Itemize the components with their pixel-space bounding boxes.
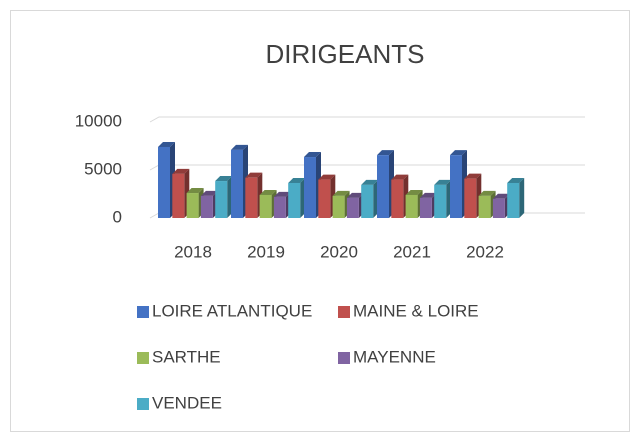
bar-front bbox=[405, 194, 418, 218]
bar-top bbox=[215, 176, 233, 182]
bar bbox=[434, 179, 452, 218]
bar-top bbox=[464, 173, 482, 179]
y-tick-label: 0 bbox=[113, 207, 122, 226]
bar-top bbox=[304, 152, 321, 158]
bar-top bbox=[405, 189, 423, 195]
bar-top bbox=[186, 188, 204, 194]
x-tick-label: 2019 bbox=[247, 242, 285, 261]
bar-top bbox=[492, 193, 510, 199]
legend-swatch bbox=[338, 352, 350, 364]
bar-front bbox=[450, 155, 462, 218]
bar-front bbox=[492, 198, 505, 218]
bar-front bbox=[419, 197, 432, 218]
bar-top bbox=[361, 179, 379, 185]
bar-front bbox=[478, 195, 491, 218]
bar-top bbox=[332, 190, 350, 196]
bar-front bbox=[507, 182, 520, 218]
legend-swatch bbox=[137, 306, 149, 318]
legend-swatch bbox=[137, 352, 149, 364]
bar bbox=[215, 176, 233, 218]
bar-top bbox=[288, 177, 306, 183]
legend-label: MAYENNE bbox=[353, 347, 436, 366]
x-tick-label: 2018 bbox=[174, 242, 212, 261]
legend-label: VENDEE bbox=[152, 393, 222, 412]
bar-front bbox=[273, 196, 286, 218]
chart-frame bbox=[10, 10, 630, 432]
bar-top bbox=[245, 172, 263, 178]
bar-side bbox=[446, 179, 452, 218]
x-tick-label: 2022 bbox=[466, 242, 504, 261]
bar-front bbox=[346, 197, 359, 218]
bar-top bbox=[200, 190, 218, 196]
bar-front bbox=[245, 177, 258, 218]
x-tick-label: 2021 bbox=[393, 242, 431, 261]
legend-swatch bbox=[338, 306, 350, 318]
bar-top bbox=[377, 150, 394, 156]
bar-front bbox=[288, 182, 301, 218]
legend-label: SARTHE bbox=[152, 347, 221, 366]
bar-top bbox=[259, 189, 277, 195]
bar-top bbox=[478, 190, 496, 196]
bar-top bbox=[434, 179, 452, 185]
legend-swatch bbox=[137, 398, 149, 410]
bar-top bbox=[172, 168, 190, 174]
y-tick-label: 10000 bbox=[75, 111, 122, 130]
bar-side bbox=[373, 179, 379, 218]
bar-front bbox=[172, 173, 185, 218]
bar-front bbox=[434, 184, 447, 218]
bar-top bbox=[158, 141, 175, 147]
bar-side bbox=[519, 177, 525, 218]
y-tick-label: 5000 bbox=[84, 159, 122, 178]
bar bbox=[172, 168, 190, 218]
bar-top bbox=[507, 177, 525, 183]
bar-side bbox=[227, 176, 233, 218]
bar-top bbox=[273, 191, 291, 197]
bar bbox=[288, 177, 306, 218]
bar-front bbox=[231, 149, 243, 218]
bar-front bbox=[391, 179, 404, 218]
bar-top bbox=[231, 144, 248, 150]
bar bbox=[507, 177, 525, 218]
grid-line bbox=[149, 116, 585, 123]
bar-front bbox=[332, 195, 345, 218]
bar-top bbox=[318, 174, 336, 180]
bar-top bbox=[391, 174, 409, 180]
bar-front bbox=[158, 146, 170, 218]
legend-label: MAINE & LOIRE bbox=[353, 301, 479, 320]
bar-top bbox=[419, 192, 437, 198]
bar-front bbox=[464, 178, 477, 218]
bar-side bbox=[300, 177, 306, 218]
bar bbox=[361, 179, 379, 218]
bar-top bbox=[450, 150, 467, 156]
bar-front bbox=[186, 193, 199, 218]
legend-label: LOIRE ATLANTIQUE bbox=[152, 301, 312, 320]
bar-front bbox=[215, 181, 228, 218]
bar-front bbox=[200, 195, 213, 218]
x-tick-label: 2020 bbox=[320, 242, 358, 261]
bar-front bbox=[304, 157, 316, 218]
bar-front bbox=[259, 194, 272, 218]
bar-front bbox=[377, 155, 389, 218]
chart-title: DIRIGEANTS bbox=[266, 39, 425, 69]
bar-top bbox=[346, 192, 364, 198]
bar-front bbox=[318, 179, 331, 218]
bar-front bbox=[361, 184, 374, 218]
